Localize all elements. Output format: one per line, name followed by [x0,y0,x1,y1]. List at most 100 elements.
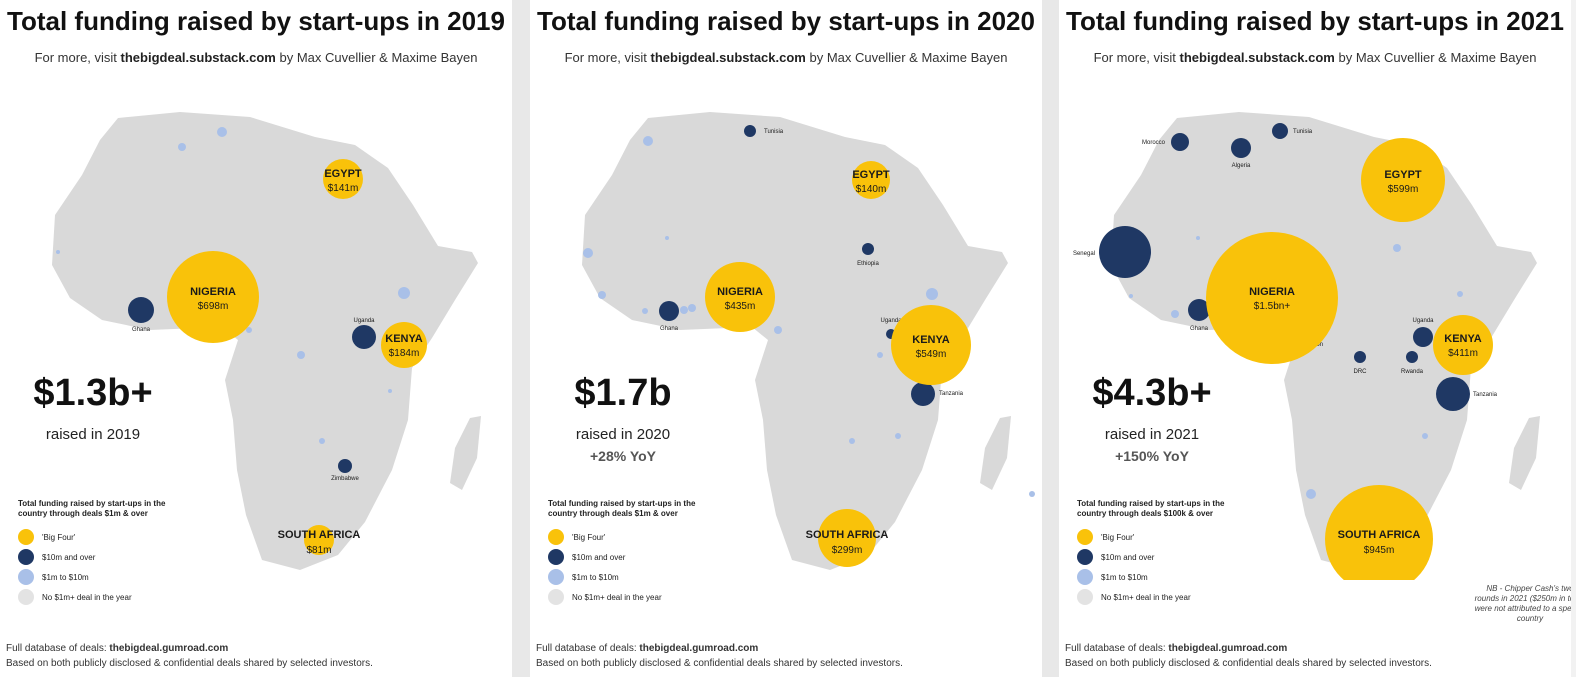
legend-label: No $1m+ deal in the year [572,592,662,602]
big-four-bubbles: EGYPT $140m NIGERIA $435m KENYA $549m SO… [705,161,971,567]
footer-prefix: Full database of deals: [536,643,640,654]
raised-year: raised in 2019 [45,426,141,443]
label-south-africa: SOUTH AFRICA [806,529,889,541]
label-drc: DRC [1354,369,1368,375]
bubble-senegal [1099,226,1151,278]
total-raised: $1.7b [574,372,672,414]
label-south-africa: SOUTH AFRICA [278,529,361,541]
legend-label: No $1m+ deal in the year [42,592,132,602]
bubble-1m-10m [1393,244,1401,252]
bubble-south-africa [818,509,876,567]
bubble-south-africa [304,525,334,555]
legend-item: No $1m+ deal in the year [548,587,698,607]
legend: Total funding raised by start-ups in the… [18,499,168,607]
bubble-1m-10m [1457,291,1463,297]
panel-2019: Total funding raised by start-ups in 201… [0,0,512,677]
value-kenya: $411m [1448,348,1478,359]
bubble-nigeria [705,262,775,332]
subtitle-prefix: For more, visit [1093,50,1180,65]
label-egypt: EGYPT [852,169,890,181]
legend-dot-one-m [1077,569,1093,585]
gumroad-link[interactable]: thebigdeal.gumroad.com [639,643,759,654]
bubble-1m-10m [688,304,696,312]
legend-dot-no-deal [548,589,564,605]
value-nigeria: $435m [725,301,756,312]
gumroad-link[interactable]: thebigdeal.gumroad.com [1168,643,1288,654]
legend: Total funding raised by start-ups in the… [1077,499,1227,607]
bubble-1m-10m [297,351,305,359]
legend: Total funding raised by start-ups in the… [548,499,698,607]
ten-m-bubbles: Morocco Algeria Tunisia Senegal Ghana Ca… [1073,123,1498,411]
africa-landmass [1111,112,1540,570]
label-egypt: EGYPT [324,168,362,180]
legend-dot-big-four [548,529,564,545]
subtitle-suffix: by Max Cuvellier & Maxime Bayen [1334,50,1537,65]
label-kenya: KENYA [1444,333,1482,345]
africa-landmass [582,112,1011,570]
value-egypt: $141m [328,183,359,194]
subtitle-suffix: by Max Cuvellier & Maxime Bayen [805,50,1008,65]
label-tunisia: Tunisia [1293,129,1313,135]
africa-landmass [52,112,481,570]
legend-label: $10m and over [42,552,96,562]
bubble-south-africa [1325,485,1433,580]
bubble-tanzania [1436,377,1470,411]
bubble-drc [1354,351,1366,363]
legend-label: 'Big Four' [572,532,606,542]
label-south-africa: SOUTH AFRICA [1338,529,1421,541]
total-raised: $1.3b+ [33,372,153,414]
legend-item: No $1m+ deal in the year [1077,587,1227,607]
legend-item: $10m and over [548,547,698,567]
bubble-uganda [352,325,376,349]
footer-prefix: Full database of deals: [1065,643,1169,654]
bubble-zimbabwe [338,459,352,473]
yoy-growth: +28% YoY [589,448,657,464]
big-four-bubbles: EGYPT $599m NIGERIA $1.5bn+ KENYA $411m … [1206,138,1493,580]
legend-item: $10m and over [1077,547,1227,567]
substack-link[interactable]: thebigdeal.substack.com [120,50,276,65]
label-rwanda: Rwanda [1401,369,1424,375]
gumroad-link[interactable]: thebigdeal.gumroad.com [109,643,229,654]
bubble-morocco [1171,133,1189,151]
label-ghana: Ghana [132,327,151,333]
bubble-1m-10m [877,352,883,358]
panel-2021: Total funding raised by start-ups in 202… [1059,0,1571,677]
legend-dot-big-four [1077,529,1093,545]
legend-item: $1m to $10m [1077,567,1227,587]
value-egypt: $140m [856,184,887,195]
panel-2020: Total funding raised by start-ups in 202… [530,0,1042,677]
value-kenya: $184m [389,348,420,359]
label-nigeria: NIGERIA [717,286,763,298]
bubble-1m-10m [246,327,252,333]
subtitle-prefix: For more, visit [564,50,651,65]
legend-item: 'Big Four' [548,527,698,547]
label-uganda: Uganda [353,318,375,324]
bubble-1m-10m [398,287,410,299]
legend-label: $1m to $10m [572,572,619,582]
raised-year: raised in 2020 [575,426,671,443]
label-ethiopia: Ethiopia [857,261,879,267]
legend-label: $10m and over [572,552,626,562]
bubble-1m-10m [1422,433,1428,439]
label-algeria: Algeria [1232,163,1251,169]
legend-item: $1m to $10m [548,567,698,587]
bubble-kenya [1433,315,1493,375]
label-zimbabwe: Zimbabwe [331,476,359,482]
legend-item: $10m and over [18,547,168,567]
footer-note: Based on both publicly disclosed & confi… [1065,658,1432,669]
substack-link[interactable]: thebigdeal.substack.com [1179,50,1335,65]
bubble-1m-10m [1196,236,1200,240]
bubble-nigeria [1206,232,1338,364]
substack-link[interactable]: thebigdeal.substack.com [650,50,806,65]
africa-map: Morocco Algeria Tunisia Senegal Ghana Ca… [1073,112,1540,580]
bubble-1m-10m [1129,294,1133,298]
bubble-1m-10m [665,236,669,240]
bubble-1m-10m [642,308,648,314]
continent-shape [52,112,478,570]
ten-m-bubbles: Tunisia Ethiopia Ghana Uganda Tanzania [659,125,964,406]
bubble-1m-10m [319,438,325,444]
legend-title: Total funding raised by start-ups in the… [548,499,696,518]
legend-dot-ten-m [18,549,34,565]
legend-label: $1m to $10m [42,572,89,582]
